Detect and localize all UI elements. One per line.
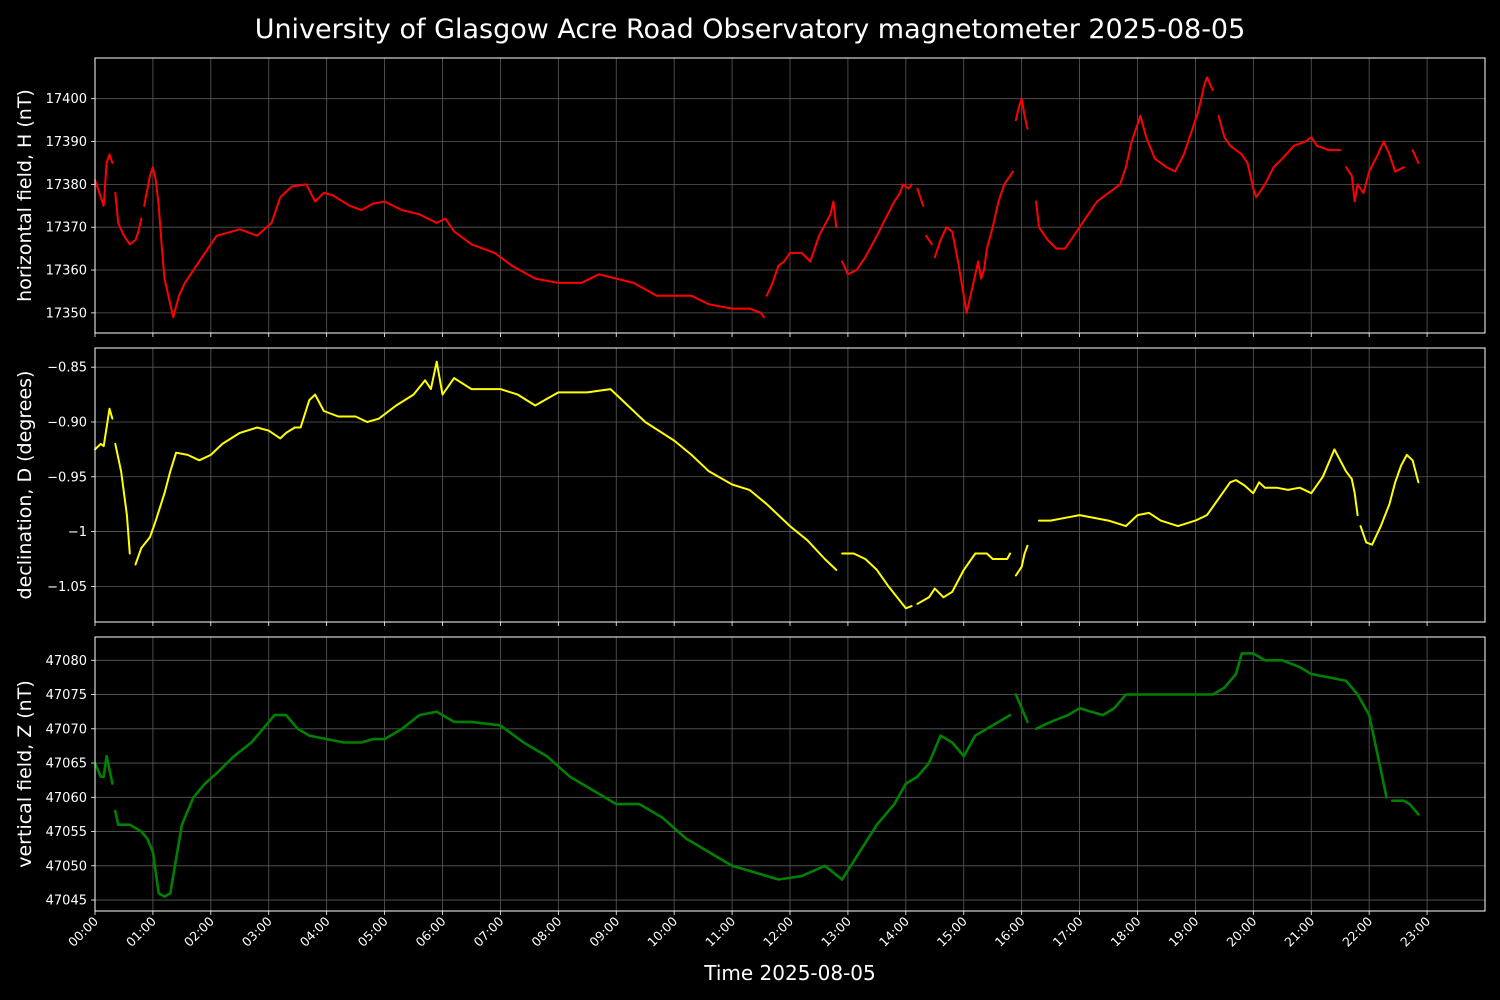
y-tick-label: 17390 [46, 135, 87, 150]
plot-frame [94, 57, 1486, 334]
series-line-segment [765, 200, 838, 297]
x-tick-label: 17:00 [1050, 913, 1086, 949]
series-line-segment [1217, 114, 1342, 199]
series-line-segment [1035, 76, 1214, 250]
x-tick-label: 13:00 [818, 913, 854, 949]
y-tick-label: 47070 [46, 722, 87, 737]
x-tick-label: 09:00 [586, 913, 622, 949]
x-axis-ticks: 00:00 01:00 02:00 03:00 04:00 05:00 06:00 07:00… [65, 913, 1433, 949]
y-tick-label: 47080 [46, 654, 87, 669]
y-tick-label: 17400 [46, 92, 87, 107]
x-tick-label: 11:00 [702, 913, 738, 949]
series-line-segment [93, 754, 114, 785]
y-axis-label: horizontal field, H (nT) [14, 89, 36, 302]
y-axis-label: declination, D (degrees) [14, 371, 36, 600]
panel-horizontal-field: 17350 17360 17370 17380 17390 17400 horizontal… [14, 57, 1486, 337]
series-line-segment [840, 713, 1012, 881]
series-line-segment [1014, 97, 1029, 130]
plot-frame [94, 636, 1486, 912]
x-tick-label: 01:00 [123, 913, 159, 949]
y-axis-label: vertical field, Z (nT) [14, 680, 36, 868]
y-tick-label: −0.85 [47, 361, 87, 376]
x-tick-label: 12:00 [760, 913, 796, 949]
x-tick-label: 00:00 [65, 913, 101, 949]
x-tick-label: 21:00 [1281, 913, 1317, 949]
y-tick-label: −1.05 [47, 580, 87, 595]
x-tick-label: 02:00 [181, 913, 217, 949]
x-tick-label: 10:00 [644, 913, 680, 949]
plot-frame [94, 347, 1486, 623]
panel-vertical-field: 47045 47050 47055 47060 47065 47070 47075 47080… [14, 636, 1486, 915]
x-tick-label: 07:00 [470, 913, 506, 949]
series-line-segment [1038, 448, 1359, 528]
series-line-segment [1014, 693, 1029, 724]
y-tick-label: −0.90 [47, 415, 87, 430]
chart-title: University of Glasgow Acre Road Observat… [254, 14, 1246, 45]
series-line-segment [1359, 453, 1420, 546]
series-line-segment [841, 183, 913, 276]
series-line-segment [114, 710, 844, 898]
x-tick-label: 22:00 [1339, 913, 1375, 949]
panel-declination: −1.05 −1 −0.95 −0.90 −0.85 declination, D (de… [14, 347, 1486, 626]
series-line-segment [916, 187, 925, 207]
series-line-segment [841, 552, 913, 610]
series-line-segment [933, 170, 1014, 314]
series-line-segment [143, 166, 765, 319]
x-axis-label: Time 2025-08-05 [704, 961, 876, 985]
x-tick-label: 23:00 [1397, 913, 1433, 949]
y-tick-label: 47060 [46, 791, 87, 806]
x-tick-label: 14:00 [876, 913, 912, 949]
y-tick-label: 17350 [46, 306, 87, 321]
y-tick-label: 47055 [46, 825, 87, 840]
series-line-segment [1391, 799, 1420, 816]
y-tick-label: 47065 [46, 757, 87, 772]
y-tick-label: −1 [68, 525, 87, 540]
series-line-segment [134, 360, 838, 571]
x-tick-label: 04:00 [297, 913, 333, 949]
y-tick-label: 17370 [46, 221, 87, 236]
y-tick-label: 47045 [46, 894, 87, 909]
y-tick-label: 47075 [46, 688, 87, 703]
series-line-segment [114, 442, 131, 555]
y-tick-label: 17380 [46, 178, 87, 193]
x-tick-label: 08:00 [528, 913, 564, 949]
series-line-segment [916, 552, 1012, 605]
x-tick-label: 06:00 [413, 913, 449, 949]
x-tick-label: 03:00 [239, 913, 275, 949]
series-line-segment [94, 407, 114, 451]
series-line-segment [1345, 140, 1405, 203]
y-tick-label: −0.95 [47, 470, 87, 485]
x-tick-label: 18:00 [1108, 913, 1144, 949]
series-line-segment [925, 234, 933, 246]
series-line-segment [1034, 652, 1388, 799]
x-tick-label: 16:00 [992, 913, 1028, 949]
x-tick-label: 05:00 [355, 913, 391, 949]
x-tick-label: 15:00 [934, 913, 970, 949]
x-tick-label: 19:00 [1165, 913, 1201, 949]
series-line-segment [1014, 544, 1029, 577]
y-tick-label: 17360 [46, 264, 87, 279]
series-line-segment [1411, 149, 1420, 164]
x-tick-label: 20:00 [1223, 913, 1259, 949]
series-line-segment [94, 153, 114, 207]
y-tick-label: 47050 [46, 859, 87, 874]
series-line-segment [114, 191, 143, 246]
